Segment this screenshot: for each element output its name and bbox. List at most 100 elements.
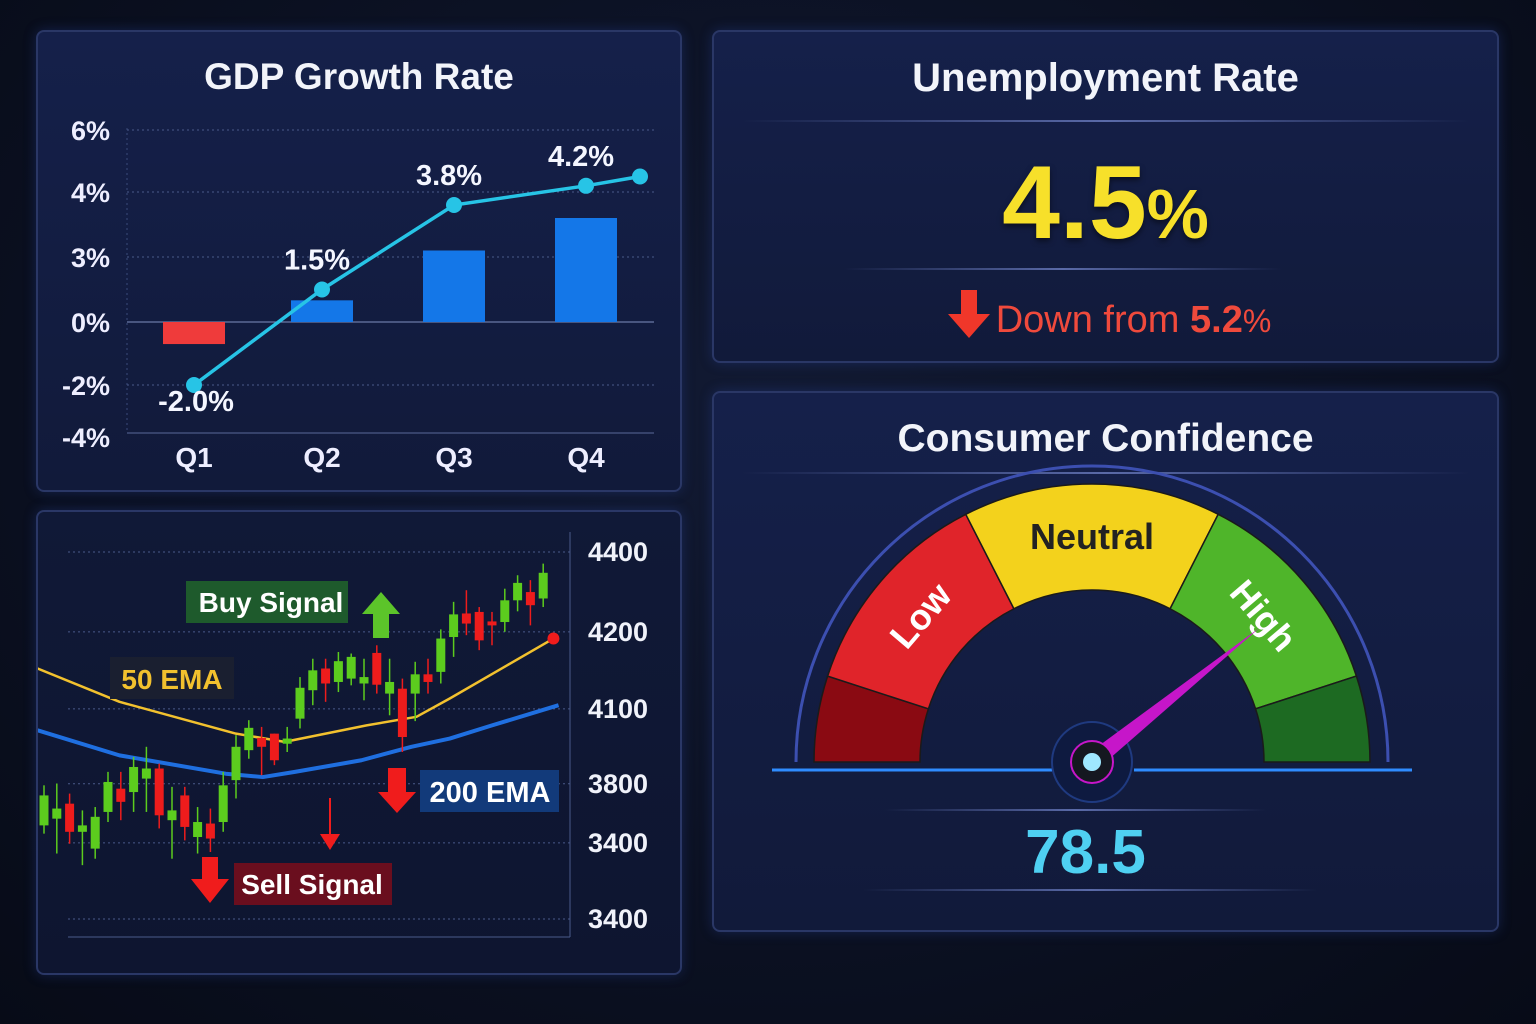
confidence-value: 78.5 — [1025, 818, 1146, 887]
bar-q1 — [163, 322, 225, 345]
y-tick-label: -2% — [62, 371, 110, 401]
sell-signal-label: Sell Signal — [241, 869, 383, 900]
y-tick-label: 3400 — [588, 904, 648, 934]
unemployment-title: Unemployment Rate — [912, 56, 1299, 100]
candle-body — [372, 652, 382, 685]
down-arrow-icon — [191, 857, 229, 903]
x-tick-label: Q3 — [435, 442, 472, 473]
ema200-label-box — [420, 770, 559, 812]
ema50-label: 50 EMA — [121, 664, 222, 695]
gauge-band-label: Neutral — [1030, 516, 1154, 557]
candle-body — [77, 825, 87, 832]
candle-body — [461, 613, 471, 624]
gdp-point — [578, 177, 594, 194]
up-arrow-icon — [362, 592, 400, 638]
gauge-rim — [794, 464, 1390, 763]
y-tick-label: 6% — [71, 116, 110, 146]
candle-body — [397, 688, 407, 738]
candle-body — [359, 677, 369, 684]
candle-body — [154, 768, 164, 816]
candle-body — [282, 738, 292, 744]
data-label: -2.0% — [158, 386, 234, 418]
down-arrow-icon — [320, 798, 340, 850]
ema50-label-box — [110, 657, 234, 699]
candle-body — [141, 768, 151, 779]
candle-body — [333, 661, 343, 682]
candle-body — [257, 737, 267, 747]
unemployment-value: 4.5% — [1002, 145, 1209, 261]
candle-body — [65, 803, 75, 832]
candle-body — [500, 600, 510, 623]
candle-body — [436, 638, 446, 672]
stock-panel: 4400 4200 4100 3800 3400 3400 Buy Signal 50 EMA… — [36, 510, 682, 975]
candle-body — [116, 788, 126, 802]
candle-body — [525, 592, 535, 606]
x-tick-label: Q4 — [567, 442, 605, 473]
gdp-point — [446, 197, 462, 213]
candle-body — [231, 746, 241, 781]
data-label: 3.8% — [416, 160, 482, 192]
candle-body — [39, 795, 49, 826]
y-tick-label: 3% — [71, 243, 110, 273]
data-label: 4.2% — [548, 141, 614, 173]
candle-body — [538, 572, 548, 599]
y-tick-label: 4100 — [588, 694, 648, 724]
candle-body — [449, 614, 459, 638]
y-tick-label: -4% — [62, 423, 110, 453]
x-tick-label: Q2 — [303, 442, 340, 473]
data-label: 1.5% — [284, 245, 350, 277]
bar-q4 — [555, 218, 617, 322]
candle-body — [218, 785, 228, 823]
gdp-point — [632, 168, 648, 185]
unemployment-panel: Unemployment Rate 4.5% Down from 5.2% — [712, 30, 1499, 363]
ema50-end-dot — [547, 632, 560, 645]
candle-body — [269, 733, 279, 761]
y-tick-label: 0% — [71, 308, 110, 338]
buy-signal-label: Buy Signal — [199, 587, 344, 618]
y-tick-label: 3800 — [588, 769, 648, 799]
candle-body — [205, 823, 215, 839]
down-arrow-icon — [947, 290, 990, 348]
candle-body — [103, 781, 113, 812]
gauge-needle — [1086, 627, 1260, 770]
gdp-point — [314, 281, 330, 298]
candle-body — [90, 816, 100, 849]
x-tick-label: Q1 — [175, 442, 212, 473]
candlestick-chart: 4400 4200 4100 3800 3400 3400 Buy Signal 50 EMA… — [38, 532, 648, 938]
sell-signal-box — [234, 863, 392, 905]
candle-body — [180, 795, 190, 827]
y-tick-label: 3400 — [588, 828, 648, 858]
ema50-line — [38, 637, 555, 744]
gdp-panel: GDP Growth Rate 6% 4% 3% 0% -2% -4% -2.0% 1.5% 3… — [36, 30, 682, 492]
y-tick-label: 4% — [71, 178, 110, 208]
ema200-line — [38, 703, 560, 780]
gauge-band — [1254, 675, 1371, 763]
confidence-title: Consumer Confidence — [897, 417, 1314, 460]
y-tick-label: 4400 — [588, 537, 648, 567]
candle-body — [423, 674, 433, 682]
candle-body — [244, 727, 254, 751]
candle-body — [410, 674, 420, 694]
candle-body — [295, 687, 305, 719]
candle-body — [385, 681, 395, 694]
ema200-label: 200 EMA — [430, 777, 551, 809]
gdp-point — [186, 377, 202, 393]
buy-signal-box — [186, 581, 348, 623]
candle-body — [513, 582, 523, 601]
down-arrow-icon — [378, 768, 416, 813]
candle-body — [129, 766, 139, 793]
candle-body — [308, 670, 318, 691]
candle-body — [193, 822, 203, 838]
confidence-panel: Consumer Confidence Low Neutral High 78.5 — [712, 391, 1499, 932]
candle-body — [167, 810, 177, 821]
gdp-title: GDP Growth Rate — [204, 56, 514, 97]
gdp-chart: 6% 4% 3% 0% -2% -4% -2.0% 1.5% 3.8% 4.2% Q1 Q2 Q3 Q4 — [62, 116, 654, 473]
y-tick-label: 4200 — [588, 617, 648, 647]
gauge-hub-light — [1083, 753, 1101, 771]
candle-body — [474, 611, 484, 641]
candle-body — [346, 656, 356, 679]
bar-q3 — [423, 250, 485, 322]
candle-body — [52, 808, 62, 819]
candle-body — [321, 668, 331, 684]
